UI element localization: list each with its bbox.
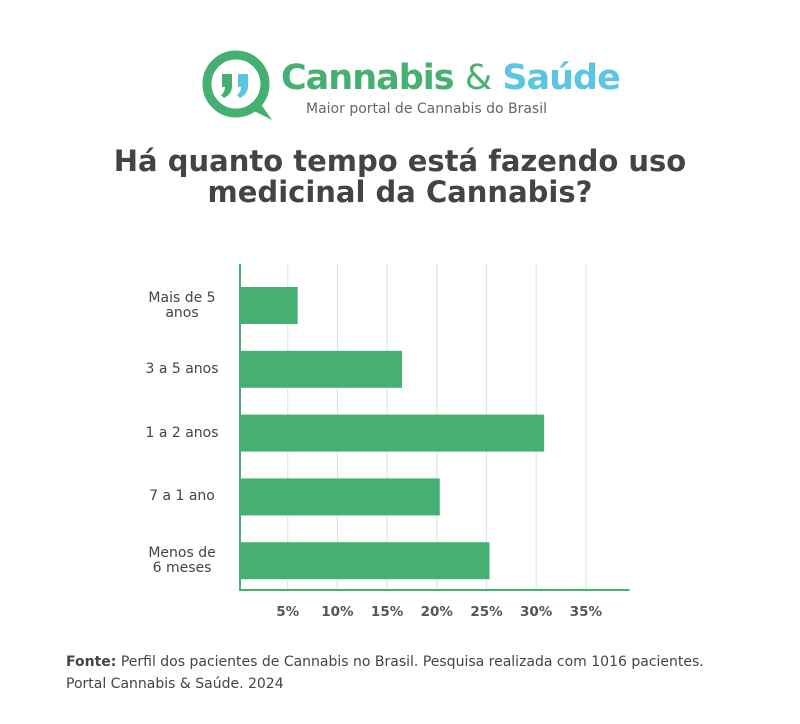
brand-name-part1: Cannabis xyxy=(281,58,455,98)
y-category-label-line: Menos de xyxy=(148,544,216,561)
bar xyxy=(240,287,298,324)
y-category-label-line: 3 a 5 anos xyxy=(145,360,219,377)
brand-ampersand: & xyxy=(464,58,492,98)
bar xyxy=(240,414,545,452)
chart-title-line2: medicinal da Cannabis? xyxy=(207,175,593,209)
bar xyxy=(240,478,440,516)
brand-name-part2: Saúde xyxy=(502,58,621,98)
x-tick-label: 25% xyxy=(470,604,503,620)
chart-title-line1: Há quanto tempo está fazendo uso xyxy=(113,144,687,178)
brand-tagline: Maior portal de Cannabis do Brasil xyxy=(306,101,548,117)
x-tick-label: 5% xyxy=(276,604,300,620)
y-category-label: 1 a 2 anos xyxy=(117,424,247,441)
y-category-label-line: anos xyxy=(165,304,199,321)
brand-name: Cannabis & Saúde xyxy=(281,58,621,98)
x-tick-label: 35% xyxy=(569,604,603,620)
y-category-label-line: 7 a 1 ano xyxy=(149,488,215,505)
logo-speech-bubble-icon xyxy=(202,50,272,120)
y-category-label-line: 6 meses xyxy=(152,559,212,576)
y-category-label: Mais de 5 anos xyxy=(117,289,247,321)
y-category-label: Menos de 6 meses xyxy=(117,544,247,576)
source-text: Perfil dos pacientes de Cannabis no Bras… xyxy=(116,654,704,670)
x-tick-label: 10% xyxy=(321,604,354,620)
y-category-label: 7 a 1 ano xyxy=(117,489,247,504)
y-category-label-line: 1 a 2 anos xyxy=(145,424,219,441)
bar xyxy=(240,350,403,388)
bar xyxy=(240,542,490,580)
y-category-label-line: Mais de 5 xyxy=(148,289,216,306)
source-label: Fonte: xyxy=(66,654,117,670)
x-tick-label: 30% xyxy=(520,604,553,620)
x-tick-label: 15% xyxy=(370,604,404,620)
x-tick-label: 20% xyxy=(420,604,453,620)
source-line2: Portal Cannabis & Saúde. 2024 xyxy=(66,676,284,692)
chart-title: Há quanto tempo está fazendo uso medicin… xyxy=(0,146,800,208)
source-note: Fonte: Perfil dos pacientes de Cannabis … xyxy=(66,651,704,695)
y-category-label: 3 a 5 anos xyxy=(117,360,247,377)
